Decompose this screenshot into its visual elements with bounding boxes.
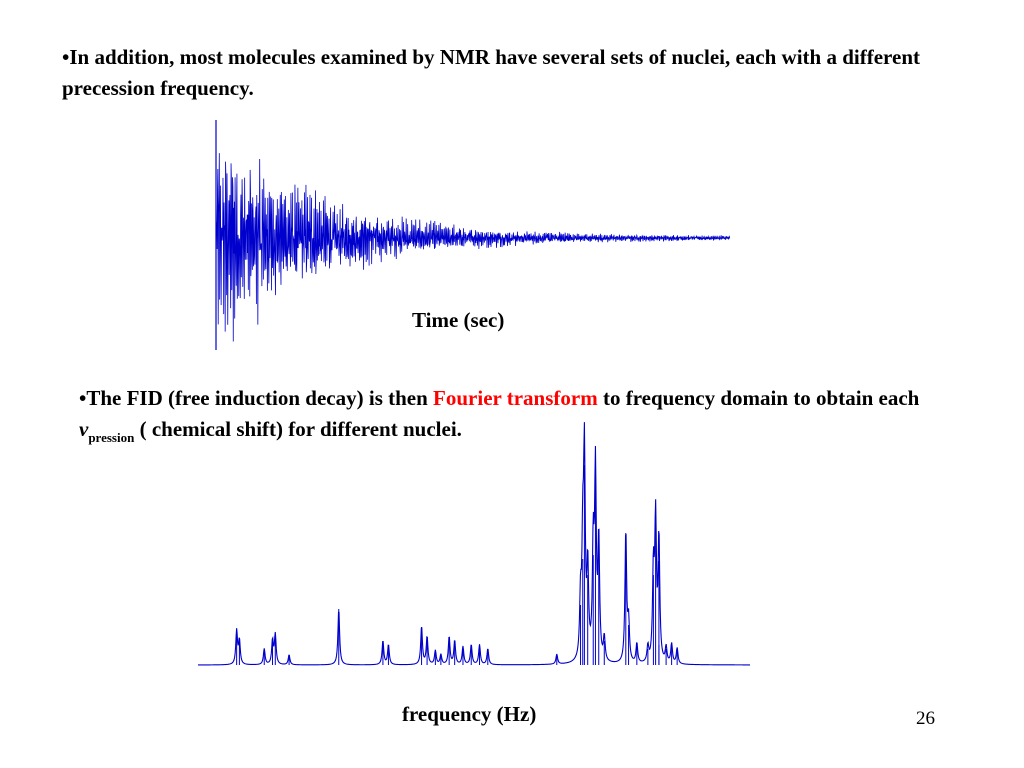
bullet2-mid: to frequency domain to obtain each bbox=[597, 386, 920, 410]
time-axis-caption: Time (sec) bbox=[412, 308, 505, 332]
fourier-transform-highlight: Fourier transform bbox=[433, 386, 598, 410]
nu-symbol: v bbox=[79, 417, 89, 441]
nu-subscript: pression bbox=[88, 430, 135, 445]
bullet2-post: ( chemical shift) for different nuclei. bbox=[134, 417, 462, 441]
bullet1-text: •In addition, most molecules examined by… bbox=[62, 45, 920, 100]
fid-trace-group bbox=[215, 120, 731, 350]
spectrum-trace-group bbox=[198, 422, 750, 666]
bullet2-pre: •The FID (free induction decay) is then bbox=[79, 386, 434, 410]
frequency-axis-caption: frequency (Hz) bbox=[402, 702, 537, 726]
bullet-fourier-transform: •The FID (free induction decay) is then … bbox=[79, 383, 979, 447]
bullet-multiple-nuclei: •In addition, most molecules examined by… bbox=[62, 42, 982, 104]
fid-trace bbox=[215, 153, 731, 342]
spectrum-trace bbox=[198, 422, 750, 666]
page-number: 26 bbox=[916, 708, 935, 729]
